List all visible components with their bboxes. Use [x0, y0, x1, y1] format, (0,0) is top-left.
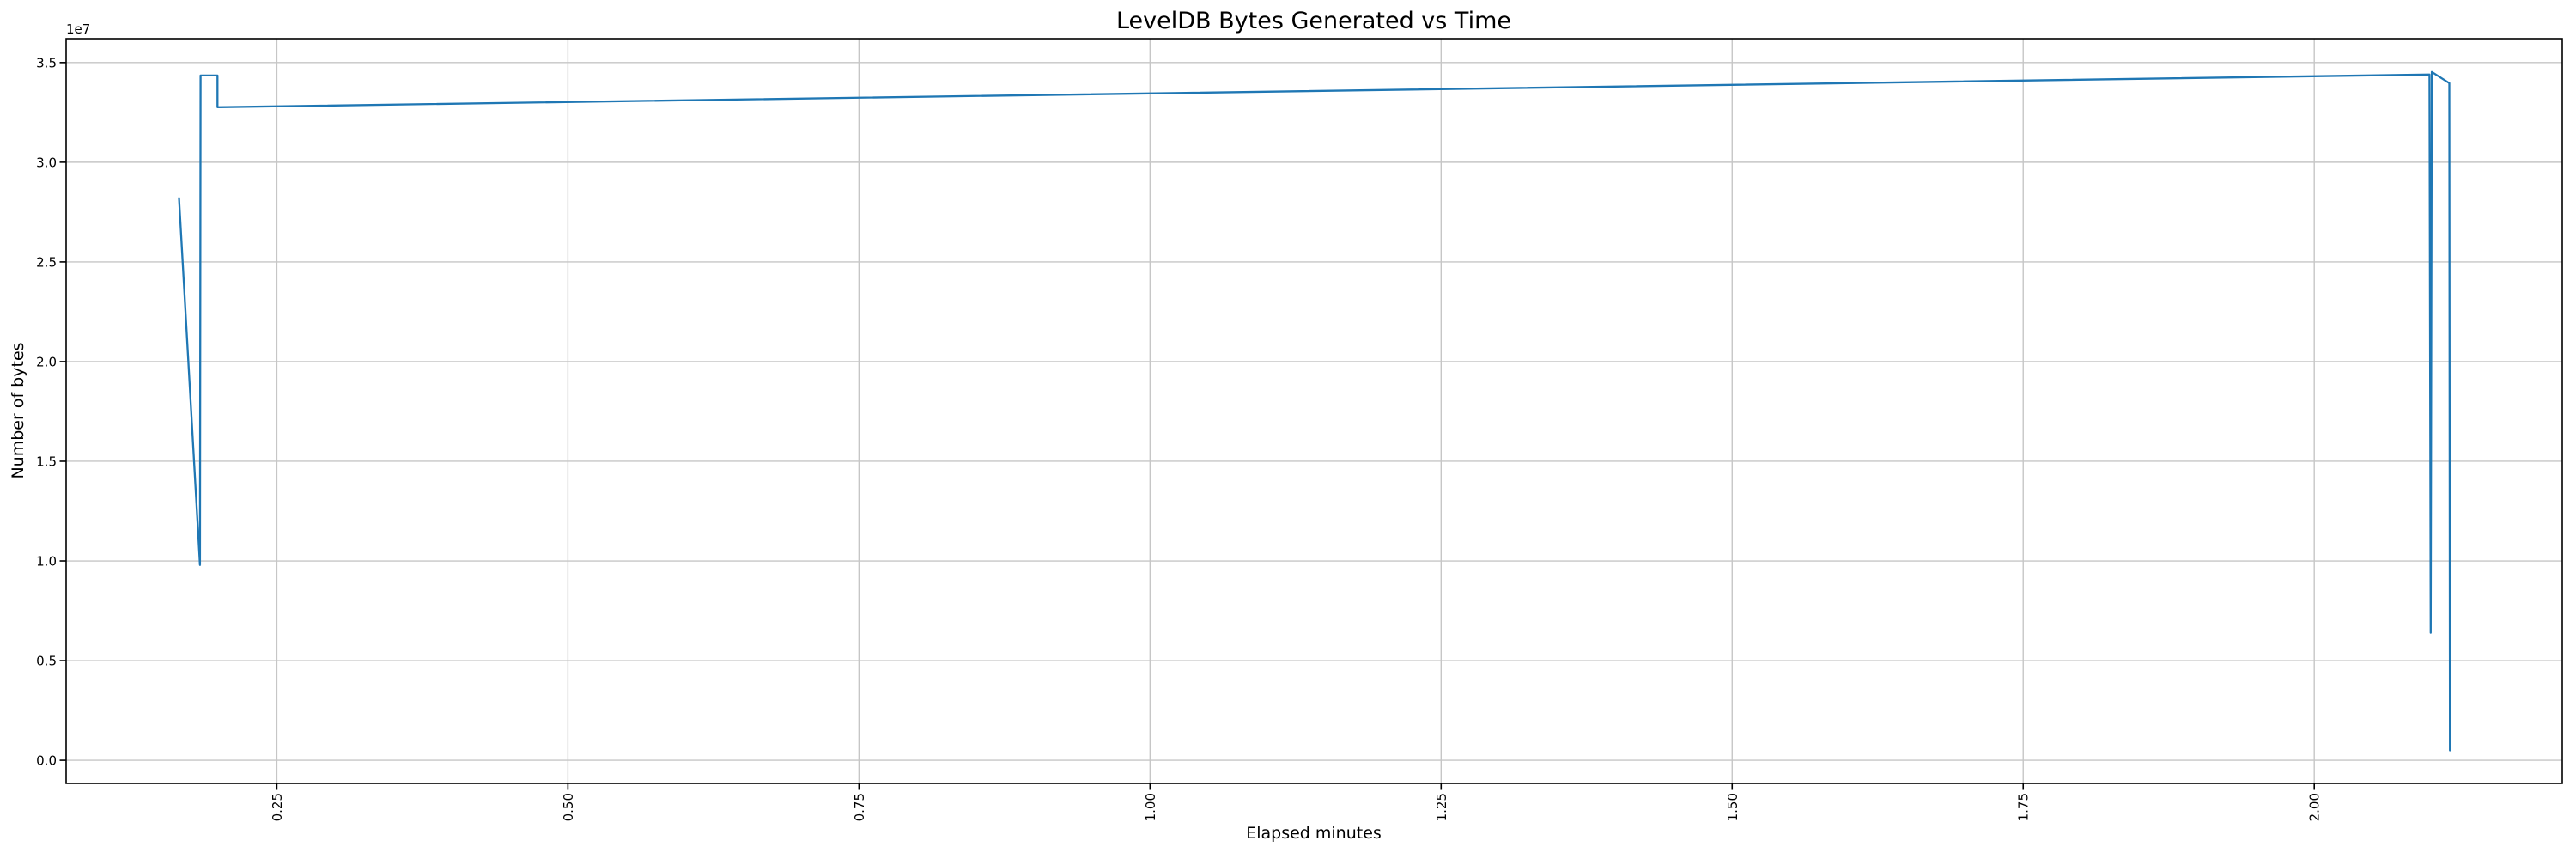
y-tick-label: 2.0 [36, 354, 57, 369]
x-tick-label: 0.75 [852, 793, 867, 821]
x-tick-label: 1.00 [1143, 793, 1158, 821]
y-axis-label: Number of bytes [9, 342, 27, 478]
data-series [178, 70, 2451, 752]
x-tick-label: 2.00 [2307, 793, 2323, 821]
x-tick-label: 0.25 [270, 793, 285, 821]
y-tick-label: 2.5 [36, 254, 57, 270]
y-tick-label: 3.5 [36, 55, 57, 70]
chart-title: LevelDB Bytes Generated vs Time [1116, 8, 1511, 34]
y-tick-label: 1.0 [36, 554, 57, 570]
y-axis-offset-label: 1e7 [66, 21, 90, 37]
x-tick-label: 1.50 [1725, 793, 1741, 821]
x-axis-label: Elapsed minutes [1246, 824, 1382, 843]
x-tick-label: 1.25 [1434, 793, 1449, 821]
y-tick-label: 0.5 [36, 654, 57, 669]
y-tick-label: 0.0 [36, 753, 57, 769]
y-tick-label: 3.0 [36, 155, 57, 170]
x-tick-label: 1.75 [2016, 793, 2032, 821]
axis-tick-marks [59, 62, 2315, 790]
data-line [178, 70, 2451, 752]
axis-tick-labels: 0.25 0.50 0.75 1.00 1.25 1.50 1.75 2.00 0.0 0.5 1.… [36, 55, 2323, 821]
x-tick-label: 0.50 [561, 793, 576, 821]
plot-area-border [65, 38, 2563, 784]
y-tick-label: 1.5 [36, 454, 57, 469]
grid-lines [66, 39, 2562, 783]
